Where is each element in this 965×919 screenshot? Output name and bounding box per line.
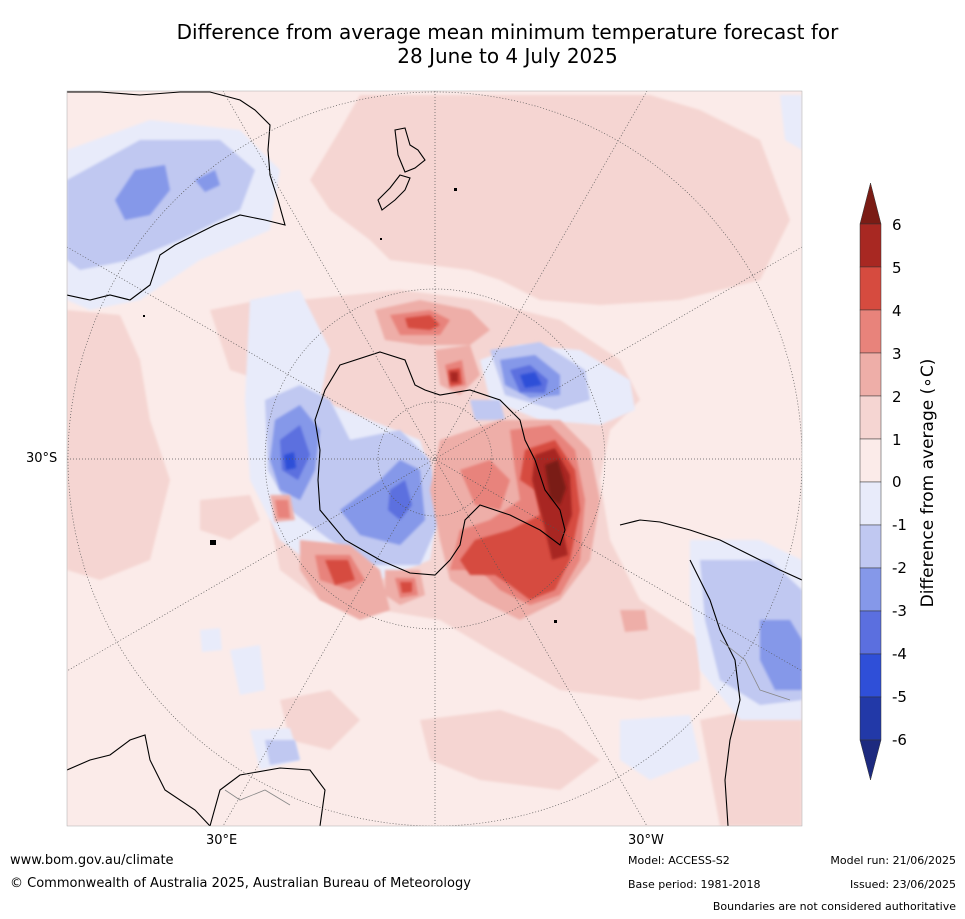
colorbar-tick: 2 bbox=[892, 388, 902, 406]
longitude-label-30e: 30°E bbox=[206, 833, 238, 848]
title-line-1: Difference from average mean minimum tem… bbox=[176, 20, 839, 44]
disclaimer-text: Boundaries are not considered authoritat… bbox=[712, 900, 956, 913]
colorbar-tick: -6 bbox=[892, 731, 907, 749]
issued-text: Issued: 23/06/2025 bbox=[849, 878, 956, 891]
colorbar-tick: -3 bbox=[892, 602, 907, 620]
website-link[interactable]: www.bom.gov.au/climate bbox=[10, 853, 174, 868]
title-line-2: 28 June to 4 July 2025 bbox=[397, 44, 618, 68]
coastlines bbox=[67, 91, 802, 826]
colorbar-tick: -5 bbox=[892, 688, 907, 706]
colorbar-tick: -1 bbox=[892, 516, 907, 534]
temperature-anomaly-field bbox=[67, 91, 802, 826]
copyright-text: © Commonwealth of Australia 2025, Austra… bbox=[10, 876, 471, 891]
base-period-text: Base period: 1981-2018 bbox=[628, 878, 761, 891]
colorbar-tick: 4 bbox=[892, 302, 902, 320]
colorbar-tick: 3 bbox=[892, 345, 902, 363]
colorbar bbox=[859, 182, 882, 781]
colorbar-tick: -2 bbox=[892, 559, 907, 577]
graticule bbox=[67, 91, 802, 826]
model-run-text: Model run: 21/06/2025 bbox=[830, 854, 956, 867]
colorbar-tick: 1 bbox=[892, 431, 902, 449]
colorbar-label: Difference from average (∘C) bbox=[918, 358, 938, 608]
colorbar-tick: 5 bbox=[892, 259, 902, 277]
chart-title: Difference from average mean minimum tem… bbox=[60, 20, 955, 68]
colorbar-tick: -4 bbox=[892, 645, 907, 663]
longitude-label-30w: 30°W bbox=[628, 833, 664, 848]
latitude-label-30s: 30°S bbox=[26, 451, 58, 466]
colorbar-tick: 6 bbox=[892, 216, 902, 234]
colorbar-tick: 0 bbox=[892, 473, 902, 491]
model-text: Model: ACCESS-S2 bbox=[628, 854, 730, 867]
